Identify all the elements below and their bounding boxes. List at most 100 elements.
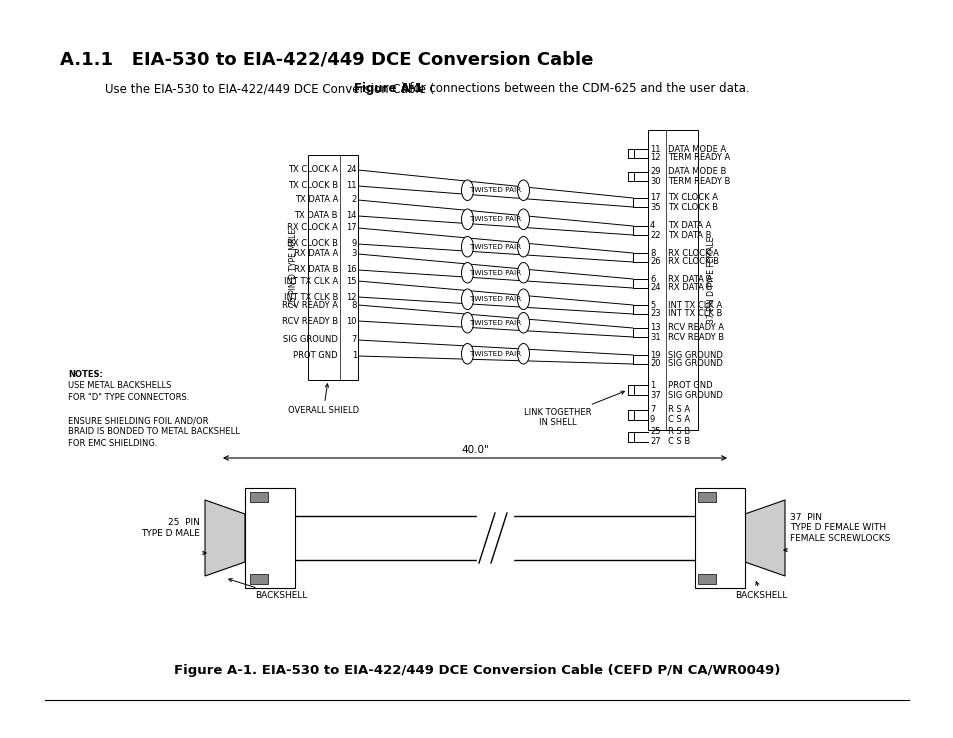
Text: TERM READY B: TERM READY B (667, 176, 730, 185)
Text: R S A: R S A (667, 405, 689, 415)
Text: Figure A-1. EIA-530 to EIA-422/449 DCE Conversion Cable (CEFD P/N CA/WR0049): Figure A-1. EIA-530 to EIA-422/449 DCE C… (173, 664, 780, 677)
Text: TWISTED PAIR: TWISTED PAIR (470, 320, 520, 325)
Ellipse shape (461, 209, 473, 230)
Text: 31: 31 (649, 333, 659, 342)
Polygon shape (744, 500, 784, 576)
Text: 1: 1 (649, 381, 655, 390)
Text: TX CLOCK B: TX CLOCK B (288, 182, 337, 190)
Text: 37  PIN
TYPE D FEMALE WITH
FEMALE SCREWLOCKS: 37 PIN TYPE D FEMALE WITH FEMALE SCREWLO… (789, 513, 889, 543)
Bar (250, 574, 268, 584)
Text: 24: 24 (346, 165, 356, 174)
Text: SIG GROUND: SIG GROUND (283, 336, 337, 345)
Bar (308, 155, 357, 380)
Text: TWISTED PAIR: TWISTED PAIR (470, 187, 520, 193)
Text: C S A: C S A (667, 415, 689, 424)
Text: LINK TOGETHER
IN SHELL: LINK TOGETHER IN SHELL (524, 391, 624, 427)
Text: 22: 22 (649, 230, 659, 240)
Ellipse shape (517, 312, 529, 333)
Text: OVERALL SHIELD: OVERALL SHIELD (288, 384, 358, 415)
Bar (245, 488, 294, 588)
Text: TWISTED PAIR: TWISTED PAIR (470, 216, 520, 222)
Text: 12: 12 (649, 154, 659, 162)
Text: 10: 10 (346, 317, 356, 325)
Text: BACKSHELL: BACKSHELL (229, 579, 307, 600)
Text: 27: 27 (649, 438, 659, 446)
Bar (698, 574, 716, 584)
Text: USE METAL BACKSHELLS: USE METAL BACKSHELLS (68, 382, 172, 390)
Text: PROT GND: PROT GND (667, 381, 712, 390)
Bar (647, 130, 698, 430)
Text: TWISTED PAIR: TWISTED PAIR (470, 296, 520, 303)
Text: 11: 11 (346, 182, 356, 190)
Bar (476, 514, 513, 562)
Polygon shape (205, 500, 245, 576)
Ellipse shape (517, 289, 529, 309)
Text: RX DATA B: RX DATA B (667, 283, 712, 292)
Text: 7: 7 (352, 336, 356, 345)
Text: 14: 14 (346, 212, 356, 221)
Text: 9: 9 (352, 240, 356, 249)
Text: 37: 37 (649, 390, 660, 399)
Text: 24: 24 (649, 283, 659, 292)
Text: TWISTED PAIR: TWISTED PAIR (470, 270, 520, 276)
Text: RX DATA A: RX DATA A (667, 275, 712, 283)
Text: RX CLOCK A: RX CLOCK A (287, 224, 337, 232)
Ellipse shape (517, 209, 529, 230)
Text: 19: 19 (649, 351, 659, 359)
Text: DATA MODE B: DATA MODE B (667, 168, 725, 176)
Ellipse shape (517, 263, 529, 283)
Text: RX CLOCK A: RX CLOCK A (667, 249, 719, 258)
Bar (695, 488, 744, 588)
Text: 25 PIN D TYPE MALE: 25 PIN D TYPE MALE (289, 229, 298, 306)
Text: 5: 5 (649, 300, 655, 309)
Ellipse shape (461, 343, 473, 364)
Text: Figure A-1: Figure A-1 (354, 82, 422, 95)
Text: RCV READY B: RCV READY B (667, 333, 723, 342)
Text: R S B: R S B (667, 427, 690, 436)
Text: DATA MODE A: DATA MODE A (667, 145, 725, 154)
Text: 17: 17 (649, 193, 659, 202)
Bar (250, 492, 268, 502)
Text: 30: 30 (649, 176, 659, 185)
Text: 4: 4 (649, 221, 655, 230)
Text: 2: 2 (352, 196, 356, 204)
Text: INT TX CLK A: INT TX CLK A (667, 300, 721, 309)
Text: PROT GND: PROT GND (294, 351, 337, 360)
Text: A.1.1   EIA-530 to EIA-422/449 DCE Conversion Cable: A.1.1 EIA-530 to EIA-422/449 DCE Convers… (60, 50, 593, 68)
Text: SIG GROUND: SIG GROUND (667, 390, 722, 399)
Text: 6: 6 (649, 275, 655, 283)
Text: RX DATA B: RX DATA B (294, 266, 337, 275)
Text: 3: 3 (352, 249, 356, 258)
Text: BACKSHELL: BACKSHELL (734, 582, 786, 600)
Text: TX DATA B: TX DATA B (667, 230, 711, 240)
Text: TWISTED PAIR: TWISTED PAIR (470, 244, 520, 249)
Text: C S B: C S B (667, 438, 690, 446)
Text: SIG GROUND: SIG GROUND (667, 351, 722, 359)
Text: 26: 26 (649, 258, 659, 266)
Ellipse shape (517, 236, 529, 257)
Text: 11: 11 (649, 145, 659, 154)
Text: TX CLOCK B: TX CLOCK B (667, 202, 718, 212)
Text: INT TX CLK A: INT TX CLK A (283, 277, 337, 286)
Text: TX DATA B: TX DATA B (294, 212, 337, 221)
Text: BRAID IS BONDED TO METAL BACKSHELL: BRAID IS BONDED TO METAL BACKSHELL (68, 427, 239, 436)
Text: TX CLOCK A: TX CLOCK A (288, 165, 337, 174)
Ellipse shape (461, 180, 473, 201)
Text: 8: 8 (649, 249, 655, 258)
Text: 25: 25 (649, 427, 659, 436)
Text: ) for connections between the CDM-625 and the user data.: ) for connections between the CDM-625 an… (400, 82, 749, 95)
Ellipse shape (517, 180, 529, 201)
Text: 13: 13 (649, 323, 659, 333)
Ellipse shape (517, 343, 529, 364)
Text: 23: 23 (649, 309, 659, 319)
Text: 9: 9 (649, 415, 655, 424)
Text: FOR "D" TYPE CONNECTORS.: FOR "D" TYPE CONNECTORS. (68, 393, 190, 402)
Text: RX CLOCK B: RX CLOCK B (667, 258, 719, 266)
Text: SIG GROUND: SIG GROUND (667, 359, 722, 368)
Text: Use the EIA-530 to EIA-422/449 DCE Conversion Cable (: Use the EIA-530 to EIA-422/449 DCE Conve… (105, 82, 434, 95)
Bar (698, 492, 716, 502)
Text: 7: 7 (649, 405, 655, 415)
Text: RCV READY B: RCV READY B (281, 317, 337, 325)
Text: 12: 12 (346, 292, 356, 302)
Text: RX DATA A: RX DATA A (294, 249, 337, 258)
